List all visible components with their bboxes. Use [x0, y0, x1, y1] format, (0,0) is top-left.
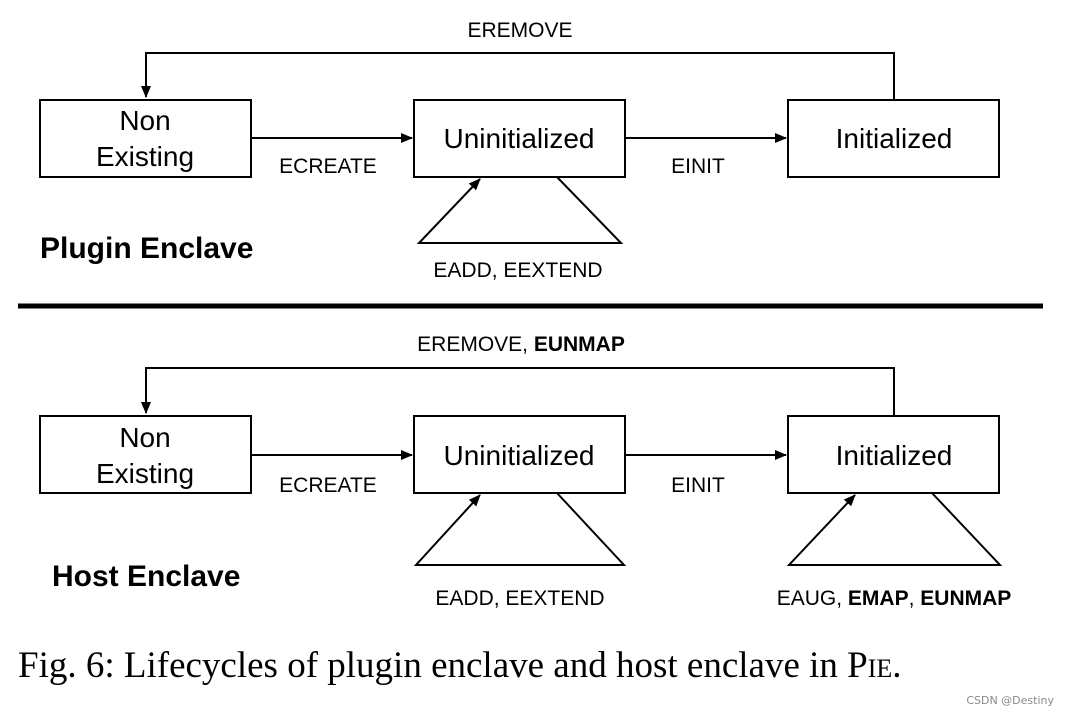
figure-caption: Fig. 6: Lifecycles of plugin enclave and…	[18, 644, 902, 687]
plugin-eremove-edge	[141, 52, 895, 100]
host-state-non-existing	[39, 415, 252, 494]
host-eremove-label-normal: EREMOVE,	[417, 333, 534, 356]
host-state-non-existing-label-line2: Existing	[96, 458, 194, 489]
watermark: CSDN @Destiny	[966, 694, 1054, 707]
host-init-self-loop	[786, 492, 1003, 566]
host-einit-label: EINIT	[671, 474, 725, 497]
plugin-eremove-label: EREMOVE	[467, 19, 572, 42]
plugin-ecreate-label: ECREATE	[279, 155, 377, 178]
plugin-state-uninitialized-label: Uninitialized	[444, 123, 595, 154]
host-init-loop-label-eunmap: EUNMAP	[920, 587, 1011, 610]
host-uninit-loop-label: EADD, EEXTEND	[435, 587, 604, 610]
host-state-uninitialized-label: Uninitialized	[444, 440, 595, 471]
host-uninit-self-loop	[413, 492, 627, 566]
host-state-initialized	[787, 415, 1000, 494]
plugin-enclave-title: Plugin Enclave	[40, 232, 253, 265]
host-state-initialized-label: Initialized	[836, 440, 953, 471]
host-init-loop-label: EAUG, EMAP, EUNMAP	[777, 587, 1012, 610]
plugin-uninit-self-loop	[416, 176, 624, 244]
plugin-state-uninitialized	[413, 99, 626, 178]
caption-prefix: Fig. 6: Lifecycles of plugin enclave and…	[18, 645, 848, 686]
host-eremove-label-bold: EUNMAP	[534, 333, 625, 356]
host-state-non-existing-label-line1: Non	[119, 422, 170, 453]
host-ecreate-label: ECREATE	[279, 474, 377, 497]
plugin-uninit-loop-label: EADD, EEXTEND	[433, 259, 602, 282]
host-init-loop-label-emap: EMAP	[848, 587, 909, 610]
plugin-state-non-existing	[39, 99, 252, 178]
plugin-state-non-existing-label-line1: Non	[119, 105, 170, 136]
plugin-enclave-diagram: EREMOVE Non Existing ECREATE Uninitializ…	[39, 19, 1000, 282]
host-eremove-label: EREMOVE, EUNMAP	[417, 333, 625, 356]
plugin-state-initialized-label: Initialized	[836, 123, 953, 154]
host-enclave-title: Host Enclave	[52, 560, 240, 593]
plugin-state-non-existing-label-line2: Existing	[96, 141, 194, 172]
caption-system-name: Pie	[847, 645, 893, 686]
plugin-state-initialized	[787, 99, 1000, 178]
host-init-loop-label-part1: EAUG,	[777, 587, 848, 610]
host-enclave-diagram: EREMOVE, EUNMAP Non Existing ECREATE Uni…	[39, 333, 1012, 610]
caption-suffix: .	[892, 645, 902, 686]
host-init-loop-label-part2: ,	[909, 587, 921, 610]
host-state-uninitialized	[413, 415, 626, 494]
plugin-einit-label: EINIT	[671, 155, 725, 178]
host-eremove-edge	[141, 367, 895, 416]
